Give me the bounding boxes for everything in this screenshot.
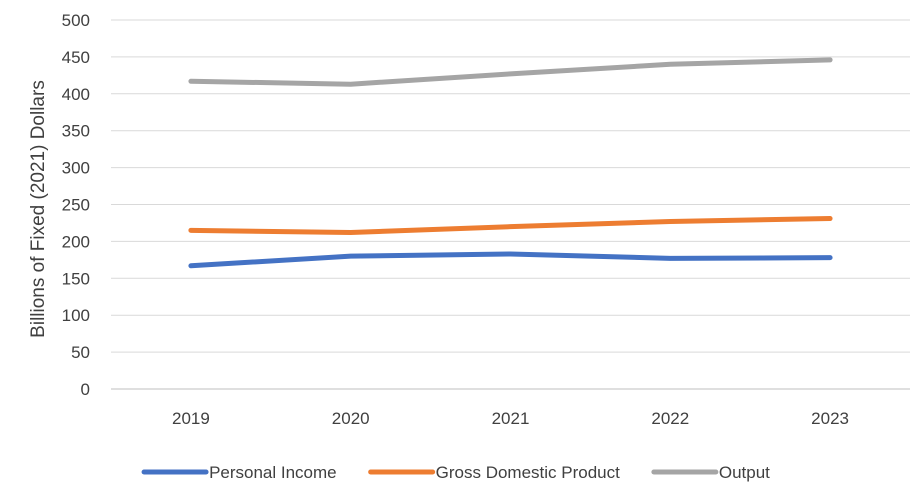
legend-item: Output <box>651 463 770 482</box>
y-tick-label: 150 <box>62 269 90 288</box>
y-tick-label: 50 <box>71 343 90 362</box>
gridlines <box>111 19 910 390</box>
series-line-personal-income <box>188 251 833 269</box>
series-lines <box>188 57 833 269</box>
x-tick-label: 2019 <box>172 409 210 428</box>
legend-item: Gross Domestic Product <box>368 463 620 482</box>
x-tick-label: 2022 <box>651 409 689 428</box>
legend: Personal Income Gross Domestic Product Out… <box>141 463 770 482</box>
series-line-gross-domestic-product <box>188 216 833 236</box>
series-line-output <box>188 57 833 87</box>
x-axis-ticks: 2019 2020 2021 2022 2023 <box>172 409 849 428</box>
legend-item: Personal Income <box>141 463 337 482</box>
y-tick-label: 0 <box>81 380 90 399</box>
y-axis-label: Billions of Fixed (2021) Dollars <box>28 80 49 338</box>
y-tick-label: 500 <box>62 11 90 30</box>
y-axis-ticks: 0 50 100 150 200 250 300 350 400 450 500 <box>62 11 90 399</box>
y-tick-label: 250 <box>62 196 90 215</box>
x-tick-label: 2020 <box>332 409 370 428</box>
y-tick-label: 200 <box>62 232 90 251</box>
x-tick-label: 2021 <box>492 409 530 428</box>
y-tick-label: 350 <box>62 122 90 141</box>
legend-label: Output <box>719 463 770 482</box>
y-tick-label: 450 <box>62 48 90 67</box>
y-tick-label: 300 <box>62 159 90 178</box>
x-tick-label: 2023 <box>811 409 849 428</box>
y-tick-label: 100 <box>62 306 90 325</box>
legend-label: Gross Domestic Product <box>436 463 620 482</box>
y-tick-label: 400 <box>62 85 90 104</box>
legend-label: Personal Income <box>209 463 337 482</box>
